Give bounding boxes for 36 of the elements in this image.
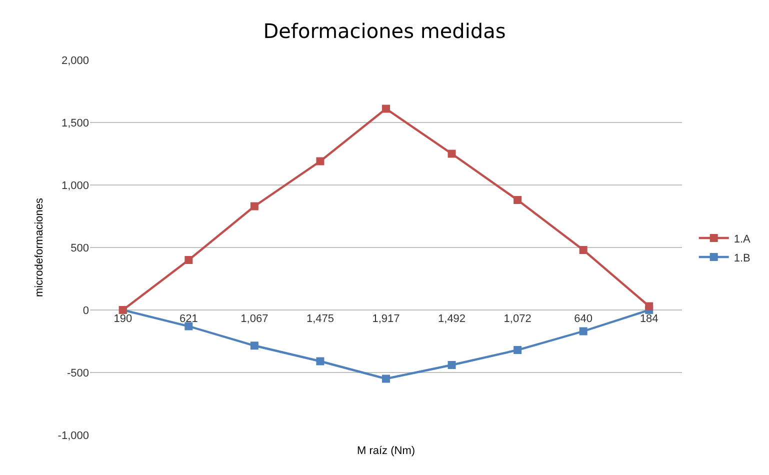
y-tick-label: 2,000 xyxy=(61,54,89,67)
point xyxy=(514,196,522,204)
x-tick-label: 1,475 xyxy=(306,313,334,325)
point xyxy=(448,150,456,158)
legend-label: 1.B xyxy=(734,252,750,264)
x-tick-label: 640 xyxy=(574,313,593,325)
point xyxy=(184,322,193,330)
y-tick-label: -500 xyxy=(66,367,89,380)
legend-label: 1.A xyxy=(734,233,752,246)
point xyxy=(645,302,654,310)
y-tick-label: 500 xyxy=(70,242,89,254)
x-tick-label: 1,917 xyxy=(372,313,400,325)
point xyxy=(514,346,522,354)
x-tick-label: 1,492 xyxy=(438,313,466,325)
x-axis-title: M raíz (Nm) xyxy=(357,445,416,457)
x-tick-label: 190 xyxy=(114,313,132,325)
point xyxy=(316,157,324,166)
y-tick-label: 0 xyxy=(82,304,89,317)
y-tick-label: 1,000 xyxy=(61,180,89,192)
point xyxy=(448,361,456,369)
y-tick-label: 1,500 xyxy=(61,117,89,130)
point xyxy=(184,256,193,264)
point xyxy=(316,357,324,366)
point xyxy=(382,374,390,383)
y-axis-title: microdeformaciones xyxy=(33,197,46,298)
x-tick-label: 621 xyxy=(179,313,198,325)
point xyxy=(579,327,588,336)
point xyxy=(250,342,258,350)
x-tick-label: 184 xyxy=(640,313,658,325)
point xyxy=(579,246,588,254)
x-tick-label: 1,067 xyxy=(240,313,268,325)
x-tick-label: 1,072 xyxy=(504,313,532,325)
point xyxy=(382,104,390,113)
chart-title: Deformaciones medidas xyxy=(263,18,506,43)
y-tick-label: -1,000 xyxy=(58,430,89,442)
point xyxy=(250,202,258,210)
